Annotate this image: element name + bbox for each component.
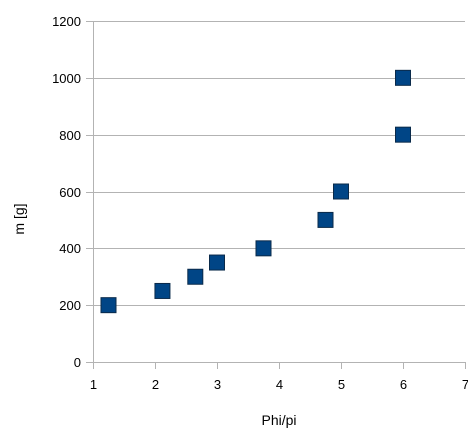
data-point xyxy=(395,126,411,143)
y-tick-label: 1000 xyxy=(52,71,81,86)
x-tick-label: 7 xyxy=(462,377,468,392)
x-tick-label: 5 xyxy=(338,377,345,392)
x-tick-label: 3 xyxy=(214,377,221,392)
grid-lines xyxy=(93,21,465,363)
tick-labels: 0 200 400 600 800 1000 1200 1 2 3 4 5 6 7 xyxy=(52,14,468,392)
x-tick-label: 6 xyxy=(400,377,407,392)
y-tick-label: 1200 xyxy=(52,14,81,29)
y-tick-label: 800 xyxy=(59,128,81,143)
x-axis-title: Phi/pi xyxy=(261,412,296,428)
y-tick-label: 600 xyxy=(59,185,81,200)
y-tick-label: 200 xyxy=(59,298,81,313)
data-point xyxy=(154,282,171,299)
data-point xyxy=(395,69,411,86)
y-axis-title: m [g] xyxy=(11,203,27,234)
x-tick-label: 2 xyxy=(152,377,159,392)
data-point xyxy=(317,211,334,228)
data-point xyxy=(100,297,117,314)
axes xyxy=(86,21,466,369)
y-tick-label: 0 xyxy=(74,355,81,370)
x-tick-label: 4 xyxy=(276,377,283,392)
data-point xyxy=(209,254,225,271)
data-point xyxy=(333,183,349,200)
data-point xyxy=(187,268,204,285)
x-tick-label: 1 xyxy=(90,377,97,392)
y-tick-label: 400 xyxy=(59,241,81,256)
data-point xyxy=(255,240,272,257)
data-points xyxy=(100,69,411,314)
